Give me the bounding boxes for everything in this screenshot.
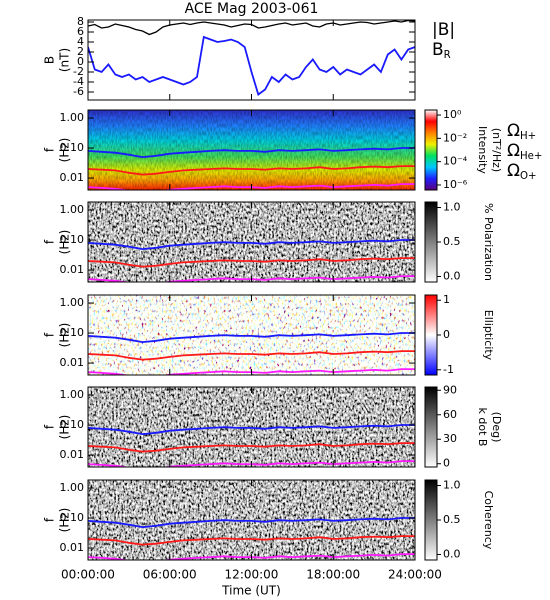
colorbar-tick-label: 1 [443,293,450,306]
colorbar-tick-label: 0 [443,457,450,470]
colorbar-tick-label: 90 [443,383,457,396]
y-axis-label: (Hz) [58,508,72,533]
colorbar-tick-label: 10⁻² [443,131,467,144]
series-line [88,535,415,546]
y-tick-label: 1.00 [60,388,85,401]
series-line [88,257,415,268]
legend-name: Ω [507,141,520,161]
series-line [88,424,415,436]
colorbar-tick-label: 0.5 [443,235,461,248]
y-tick-label: 0.01 [60,541,85,554]
colorbar-tick-label: 30 [443,432,457,445]
y-axis-label: f [43,517,57,522]
series-line [88,165,415,176]
colorbar-label: Coherency [482,491,495,550]
series-line [88,442,415,453]
colorbar-label: Intensity [476,126,489,174]
y-tick-label: 4 [77,35,84,48]
y-tick-label: 0.10 [60,326,85,339]
legend-entry: |B| [432,20,455,40]
colorbar-label: (Deg) [490,412,503,443]
y-axis-label: (Hz) [58,138,72,163]
y-tick-label: -2 [73,65,84,78]
y-tick-label: 6 [77,25,84,38]
series-line [88,350,415,361]
y-tick-label: 0.10 [60,233,85,246]
colorbar-label: (nT²/Hz) [490,128,503,172]
y-axis-label: f [43,424,57,429]
legend-entry: BR [432,40,451,61]
y-axis-label: (Hz) [58,415,72,440]
y-tick-label: -6 [73,85,84,98]
legend-entry: ΩHe+ [507,141,542,162]
y-tick-label: 0.01 [60,448,85,461]
y-tick-label: 1.00 [60,203,85,216]
y-axis-label: f [43,239,57,244]
series-line [88,239,415,251]
y-tick-label: 8 [77,15,84,28]
colorbar-label: Ellipticity [482,310,495,361]
legend-subscript: R [444,50,451,61]
colorbar-tick-label: 1.0 [443,479,461,492]
legend-name: |B| [432,20,455,40]
chart-title: ACE Mag 2003-061 [185,1,319,17]
colorbar-tick-label: 10⁰ [443,108,462,121]
colorbar-tick-label: -1 [443,363,454,376]
series-line [88,332,415,344]
y-axis-label: f [43,147,57,152]
y-axis-label: (Hz) [58,230,72,255]
x-tick-label: 00:00:00 [61,568,115,582]
y-tick-label: 0.10 [60,511,85,524]
colorbar-label: k dot B [476,408,489,447]
y-axis-label: f [43,332,57,337]
y-tick-label: 0.10 [60,141,85,154]
colorbar-tick-label: 60 [443,408,457,421]
y-tick-label: 2 [77,45,84,58]
colorbar-tick-label: 10⁻⁴ [443,155,468,168]
y-tick-label: -4 [73,75,84,88]
colorbar-tick-label: 0 [443,328,450,341]
y-axis-label: (nT) [58,48,72,72]
colorbar-tick-label: 10⁻⁶ [443,178,468,191]
legend-subscript: H+ [520,131,536,142]
y-tick-label: 1.00 [60,296,85,309]
y-tick-label: 0.01 [60,356,85,369]
legend-subscript: O+ [520,171,537,182]
colorbar-tick-label: 0.0 [443,269,461,282]
colorbar-tick-label: 1.0 [443,201,461,214]
panel-frame [87,19,416,101]
colorbar-label: % Polarization [482,203,495,281]
y-tick-label: 1.00 [60,481,85,494]
legend-name: Ω [507,161,520,181]
x-tick-label: 12:00:00 [225,568,279,582]
colorbar [424,109,438,191]
legend-entry: ΩO+ [507,161,537,182]
colorbar-tick-label: 0.5 [443,513,461,526]
x-axis-label: Time (UT) [221,584,281,598]
x-tick-label: 18:00:00 [306,568,360,582]
legend-name: B [432,40,444,60]
y-tick-label: 0 [77,55,84,68]
y-tick-label: 0.01 [60,263,85,276]
series-line [88,35,415,96]
y-tick-label: 0.01 [60,171,85,184]
legend-subscript: He+ [520,151,542,162]
legend-entry: ΩH+ [507,121,536,142]
colorbar [424,294,438,376]
x-tick-label: 24:00:00 [388,568,442,582]
legend-name: Ω [507,121,520,141]
y-axis-label: B [43,56,57,64]
colorbar [424,201,438,283]
y-tick-label: 1.00 [60,111,85,124]
series-line [88,147,415,159]
y-axis-label: (Hz) [58,323,72,348]
colorbar [424,479,438,561]
y-tick-label: 0.10 [60,418,85,431]
colorbar [424,386,438,468]
series-line [88,517,415,529]
x-tick-label: 06:00:00 [143,568,197,582]
colorbar-tick-label: 0.0 [443,547,461,560]
